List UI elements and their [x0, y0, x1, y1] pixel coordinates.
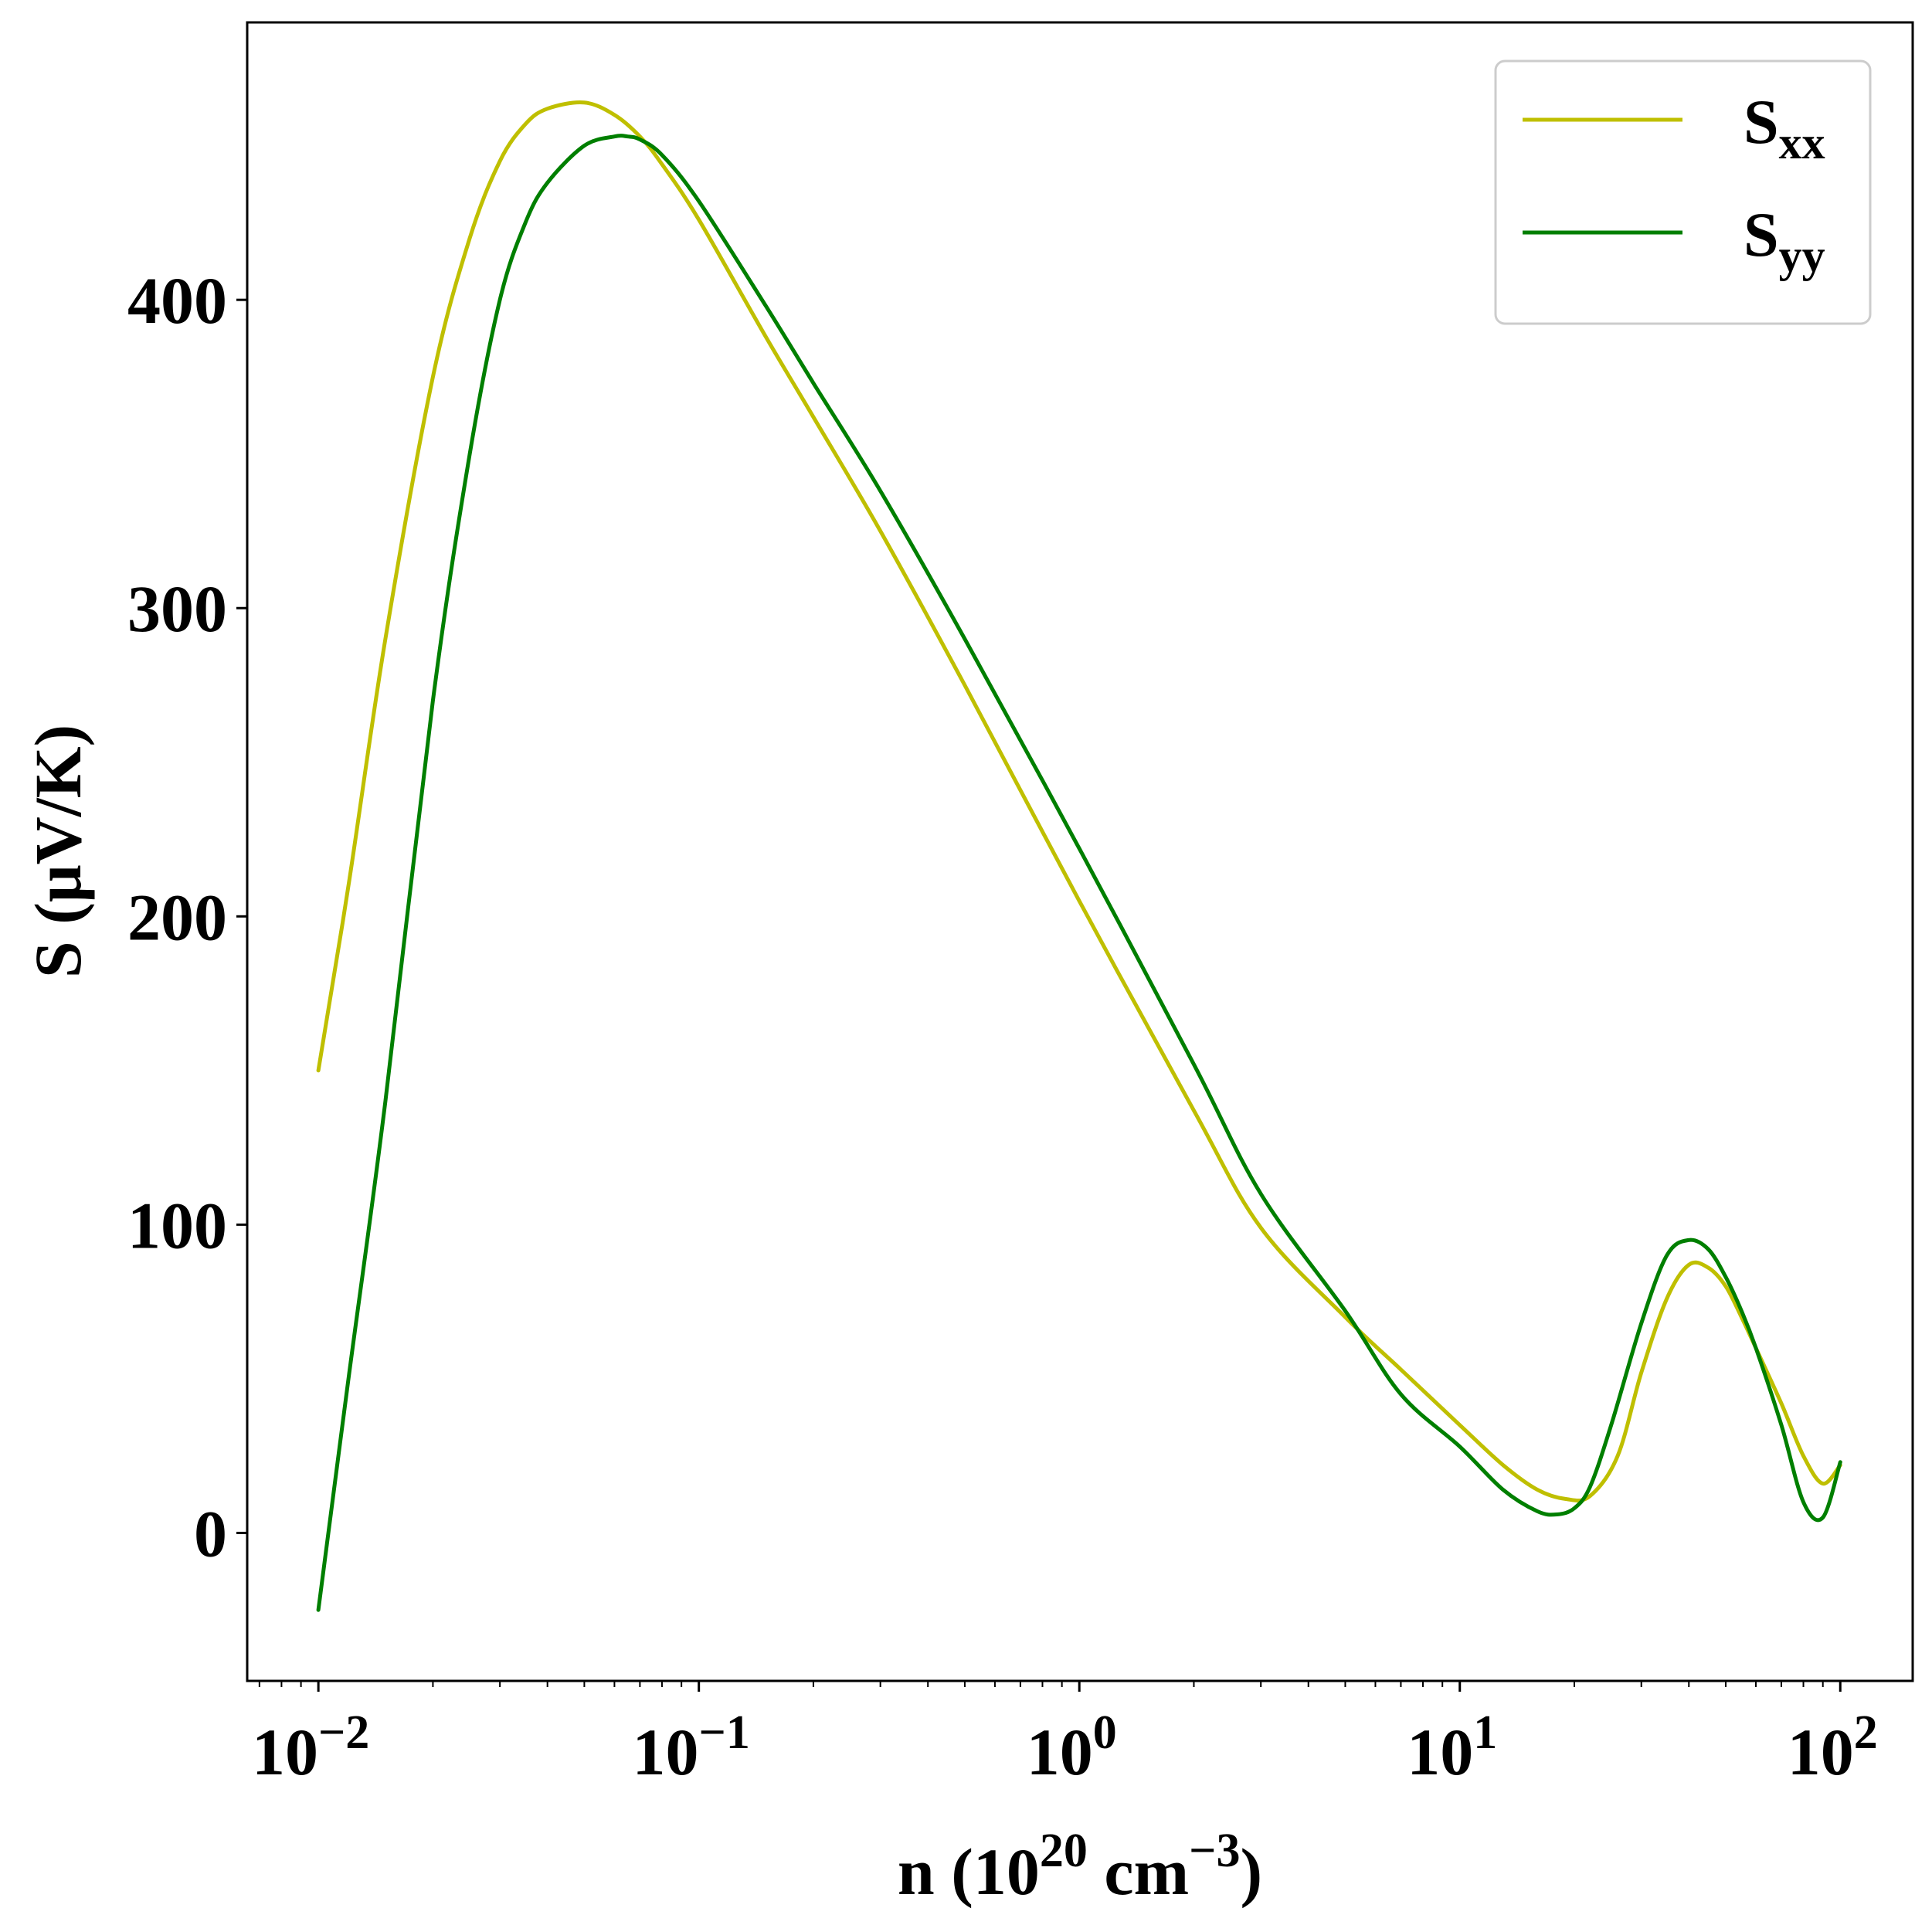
y-tick-label: 0 — [194, 1496, 227, 1570]
x-axis-label: n (1020 cm−3) — [898, 1825, 1262, 1909]
y-tick-label: 100 — [127, 1188, 227, 1262]
legend-label-syy: Syy — [1744, 199, 1825, 281]
y-tick-label: 200 — [127, 880, 227, 954]
x-tick-label: 101 — [1407, 1706, 1497, 1789]
y-axis: 0 100 200 300 400 — [127, 263, 247, 1570]
legend: Sxx Syy — [1494, 59, 1872, 325]
series-line-syy — [316, 134, 1842, 1612]
y-tick-label: 300 — [127, 572, 227, 646]
y-axis-label: S (μV/K) — [21, 725, 95, 978]
x-tick-label: 10−2 — [252, 1706, 369, 1789]
x-tick-label: 100 — [1027, 1706, 1117, 1789]
series-layer — [316, 100, 1842, 1612]
x-axis: 10−2 10−1 100 101 102 — [252, 1681, 1878, 1789]
series-line-sxx — [316, 100, 1842, 1503]
y-tick-label: 400 — [127, 263, 227, 338]
x-tick-label: 102 — [1788, 1706, 1878, 1789]
x-tick-label: 10−1 — [633, 1706, 750, 1789]
legend-box — [1494, 59, 1872, 325]
legend-label-sxx: Sxx — [1744, 87, 1825, 168]
